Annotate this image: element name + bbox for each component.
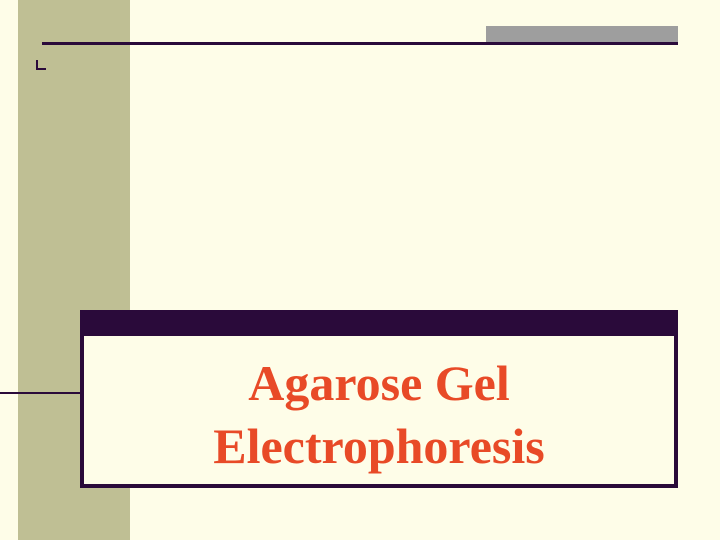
title-line-1: Agarose Gel [248,355,510,411]
corner-marker-icon [36,60,46,70]
gray-accent-bar [486,26,678,42]
top-horizontal-rule [42,42,678,45]
title-line-2: Electrophoresis [213,418,544,474]
slide-title: Agarose Gel Electrophoresis [84,336,674,477]
left-connector-line [0,392,80,394]
title-box-header-bar [84,314,674,336]
title-box: Agarose Gel Electrophoresis [80,310,678,488]
